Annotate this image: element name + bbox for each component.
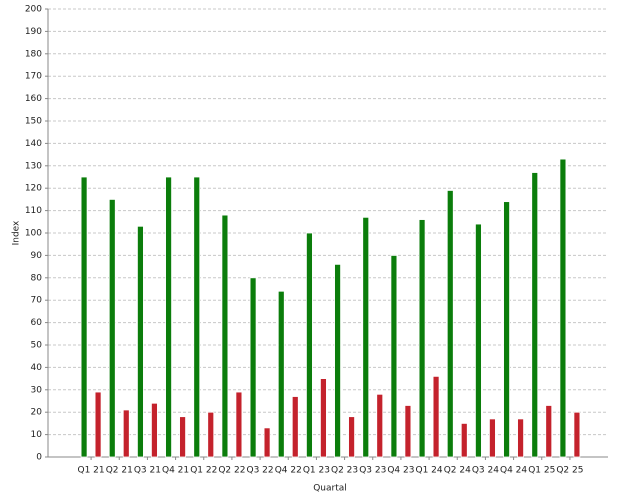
bar [475, 223, 482, 458]
y-tick-label: 60 [31, 318, 43, 328]
bar [137, 225, 144, 458]
y-tick-label: 120 [25, 184, 42, 194]
bar [517, 418, 524, 458]
x-tick-label: Q2 22 [218, 466, 245, 476]
y-tick-label: 40 [31, 363, 43, 373]
y-tick-label: 0 [36, 453, 42, 463]
y-tick-label: 90 [31, 251, 43, 261]
x-tick-label: Q1 25 [528, 466, 555, 476]
bar [489, 418, 496, 458]
y-tick-label: 180 [25, 49, 42, 59]
bar [460, 422, 468, 458]
y-tick-label: 80 [31, 273, 43, 283]
y-tick-label: 200 [25, 5, 42, 15]
x-tick-label: Q1 23 [303, 466, 330, 476]
bar [531, 172, 539, 458]
bar [151, 402, 158, 458]
x-tick-label: Q1 21 [78, 466, 105, 476]
bar [404, 405, 412, 458]
bar [362, 216, 370, 458]
y-tick-label: 100 [25, 229, 42, 239]
y-tick-label: 160 [25, 94, 42, 104]
x-tick-label: Q2 21 [106, 466, 133, 476]
bar [207, 411, 215, 458]
bar [334, 263, 341, 458]
bar [235, 391, 243, 458]
y-tick-label: 110 [25, 206, 42, 216]
bar [418, 219, 426, 458]
x-axis-label: Quartal [313, 484, 347, 494]
y-tick-label: 10 [31, 430, 43, 440]
bar [446, 190, 454, 458]
y-tick-label: 130 [25, 161, 42, 171]
y-tick-label: 20 [31, 408, 43, 418]
y-tick-label: 170 [25, 72, 42, 82]
y-tick-label: 190 [25, 27, 42, 37]
x-tick-label: Q4 24 [500, 466, 527, 476]
y-tick-label: 30 [31, 385, 43, 395]
bar [559, 158, 567, 458]
bar [122, 409, 130, 458]
x-tick-label: Q3 21 [134, 466, 161, 476]
y-axis-label: Index [12, 220, 22, 245]
bar [573, 411, 581, 458]
bar [503, 201, 510, 458]
y-tick-label: 150 [25, 117, 42, 127]
y-tick-label: 70 [31, 296, 43, 306]
x-tick-label: Q2 24 [444, 466, 471, 476]
x-tick-label: Q4 23 [387, 466, 414, 476]
bar [165, 176, 172, 458]
x-tick-label: Q3 24 [472, 466, 499, 476]
x-tick-label: Q1 24 [416, 466, 443, 476]
bar [376, 393, 384, 458]
bar [179, 416, 186, 458]
bar [432, 375, 440, 458]
bar [249, 277, 257, 458]
x-tick-label: Q4 21 [162, 466, 189, 476]
x-tick-label: Q4 22 [275, 466, 302, 476]
bar [545, 405, 553, 458]
bar [291, 396, 299, 458]
x-tick-label: Q2 25 [556, 466, 583, 476]
bar [263, 427, 271, 458]
bar [221, 214, 229, 458]
bar [390, 254, 398, 458]
bar [193, 176, 201, 458]
bar [108, 198, 116, 458]
bar [306, 232, 313, 458]
bar [348, 416, 355, 458]
y-tick-label: 140 [25, 139, 42, 149]
x-tick-label: Q1 22 [190, 466, 217, 476]
x-tick-label: Q3 22 [247, 466, 274, 476]
x-tick-label: Q3 23 [359, 466, 386, 476]
bar [277, 290, 285, 458]
bar [320, 378, 327, 458]
bar [94, 391, 102, 458]
bar [80, 176, 88, 458]
x-tick-label: Q2 23 [331, 466, 358, 476]
y-tick-label: 50 [31, 341, 43, 351]
